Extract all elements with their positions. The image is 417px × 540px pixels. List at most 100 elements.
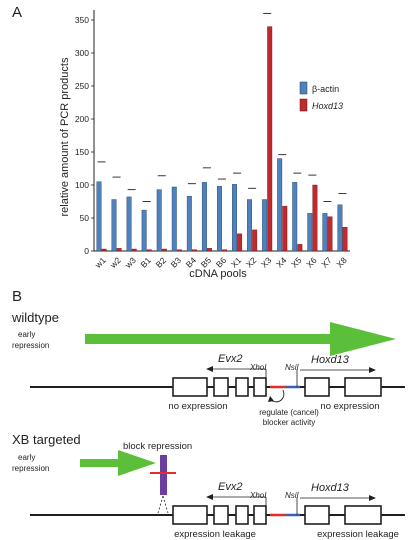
x-tick-label-w2: w2 (107, 255, 123, 271)
panel-a-letter: A (12, 4, 22, 21)
hoxd13-exon-2 (344, 377, 382, 397)
bar-hoxd13-B6 (222, 249, 228, 252)
bar-actin-X3 (262, 199, 268, 252)
bar-hoxd13-w2 (116, 248, 122, 252)
wt-evx2-label: Evx2 (218, 353, 242, 365)
bar-actin-X1 (232, 184, 237, 252)
blocker-dash-right (162, 495, 169, 514)
bar-hoxd13-X5 (297, 244, 303, 252)
bar-hoxd13-B1 (146, 249, 152, 252)
error-cap-group (97, 12, 347, 202)
bar-hoxd13-X6 (312, 184, 318, 252)
xb-hoxd13-label: Hoxd13 (311, 482, 350, 494)
bar-hoxd13-B5 (207, 248, 212, 252)
bar-hoxd13-B2 (161, 248, 167, 252)
regulate-curve-arrow (271, 389, 285, 403)
y-axis-title: relative amount of PCR products (59, 57, 71, 216)
x-tick-label-w3: w3 (122, 255, 138, 271)
xb-left-expression: expression leakage (174, 529, 256, 540)
y-tick-label: 350 (75, 15, 89, 25)
wt-left-expression: no expression (168, 401, 227, 412)
wildtype-subtitle-line2: repression (12, 341, 49, 350)
hoxd13-exon-1 (304, 377, 330, 397)
x-tick-label-X6: X6 (304, 255, 319, 270)
bar-actin-B3 (171, 186, 177, 252)
bar-actin-B4 (186, 196, 192, 252)
wt-xhoi-label: XhoI (249, 363, 267, 372)
wildtype-subtitle-line1: early (18, 330, 35, 339)
legend-swatch-hoxd13 (299, 98, 308, 112)
bar-hoxd13-X3 (267, 26, 273, 252)
y-tick-label: 150 (75, 147, 89, 157)
bar-hoxd13-X7 (327, 216, 333, 252)
regulate-label-line1: regulate (cancel) (259, 408, 319, 417)
xb-title: XB targeted (12, 432, 81, 447)
block-repression-label: block repression (123, 441, 192, 452)
regulate-label-line2: blocker activity (263, 418, 315, 427)
evx2-exon-2 (213, 377, 229, 397)
bar-actin-B5 (201, 182, 207, 252)
bar-actin-X7 (322, 213, 328, 252)
xb-locus (30, 497, 405, 525)
wildtype-locus (30, 369, 405, 397)
wt-hoxd13-label: Hoxd13 (311, 354, 350, 366)
x-tick-label-w1: w1 (92, 255, 108, 271)
xb-right-expression: expression leakage (317, 529, 399, 540)
evx2-exon-4 (253, 377, 267, 397)
bar-actin-B1 (141, 209, 147, 252)
y-tick-label: 300 (75, 48, 89, 58)
wt-nsii-label: NsiI (285, 363, 300, 372)
bar-actin-X5 (292, 182, 298, 252)
xb-subtitle-line1: early (18, 453, 35, 462)
x-tick-label-B1: B1 (139, 255, 154, 270)
xb-subtitle-line2: repression (12, 464, 49, 473)
x-tick-label-B3: B3 (169, 255, 184, 270)
bar-actin-w3 (126, 196, 132, 252)
bar-actin-X8 (337, 204, 343, 252)
bar-hoxd13-w3 (131, 248, 137, 252)
panel-b-letter: B (12, 288, 22, 305)
x-axis-title: cDNA pools (189, 268, 247, 280)
bar-actin-w1 (96, 181, 102, 252)
y-tick-label: 100 (75, 180, 89, 190)
bar-actin-B2 (156, 189, 162, 252)
xb-nsii-label: NsiI (285, 491, 300, 500)
bar-hoxd13-B4 (191, 249, 197, 252)
xb-xhoi-label: XhoI (249, 491, 267, 500)
legend-label-hoxd13: Hoxd13 (312, 101, 343, 111)
wildtype-repression-arrow (85, 322, 396, 356)
y-tick-label: 0 (84, 246, 89, 256)
y-tick-label: 50 (80, 213, 90, 223)
xb-repression-arrow (80, 450, 156, 476)
xb-evx2-label: Evx2 (218, 481, 242, 493)
evx2-exon-3 (235, 377, 249, 397)
legend-swatch-actin (299, 81, 308, 95)
y-tick-group: 0 50 100 150 200 250 300 350 (75, 15, 94, 256)
bar-hoxd13-X1 (237, 233, 243, 252)
x-tick-label-X3: X3 (259, 255, 274, 270)
y-tick-label: 250 (75, 81, 89, 91)
blocker-element (160, 455, 167, 495)
x-tick-label-X4: X4 (274, 255, 289, 270)
bar-actin-X2 (247, 199, 253, 252)
bar-hoxd13-w1 (101, 248, 107, 252)
bar-hoxd13-X2 (252, 229, 258, 252)
bar-group (96, 26, 348, 252)
bar-hoxd13-B3 (176, 249, 182, 252)
bar-actin-X4 (277, 158, 283, 252)
x-tick-label-B2: B2 (154, 255, 169, 270)
wildtype-title: wildtype (11, 310, 59, 325)
bar-hoxd13-X4 (282, 205, 288, 252)
bar-actin-w2 (111, 199, 117, 252)
bar-hoxd13-X8 (342, 227, 348, 252)
x-tick-label-X7: X7 (319, 255, 334, 270)
y-tick-label: 200 (75, 114, 89, 124)
evx2-exon-1 (172, 377, 208, 397)
bar-actin-B6 (216, 186, 222, 252)
legend-label-actin: β-actin (312, 84, 339, 94)
bar-actin-X6 (307, 213, 313, 252)
blocker-dash-left (157, 495, 164, 514)
wt-right-expression: no expression (320, 401, 379, 412)
x-tick-label-X8: X8 (334, 255, 349, 270)
